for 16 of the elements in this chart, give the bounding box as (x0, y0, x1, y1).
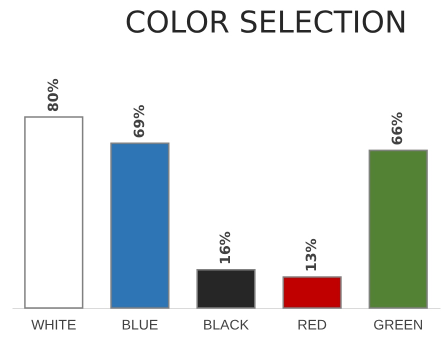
bar (110, 142, 170, 309)
x-tick-label: WHITE (31, 316, 76, 332)
data-label: 13% (304, 238, 320, 272)
data-label: 66% (390, 112, 406, 146)
bar (24, 116, 84, 309)
bar (368, 150, 428, 309)
chart-title: COLOR SELECTION (124, 5, 408, 40)
bar (282, 276, 342, 309)
bar (196, 269, 256, 309)
x-tick-label: GREEN (373, 316, 424, 332)
data-label: 69% (132, 104, 148, 138)
x-tick-label: RED (297, 316, 327, 332)
data-label: 16% (218, 231, 234, 265)
data-label: 80% (46, 78, 62, 112)
x-tick-label: BLACK (203, 316, 250, 332)
x-tick-label: BLUE (122, 316, 158, 332)
